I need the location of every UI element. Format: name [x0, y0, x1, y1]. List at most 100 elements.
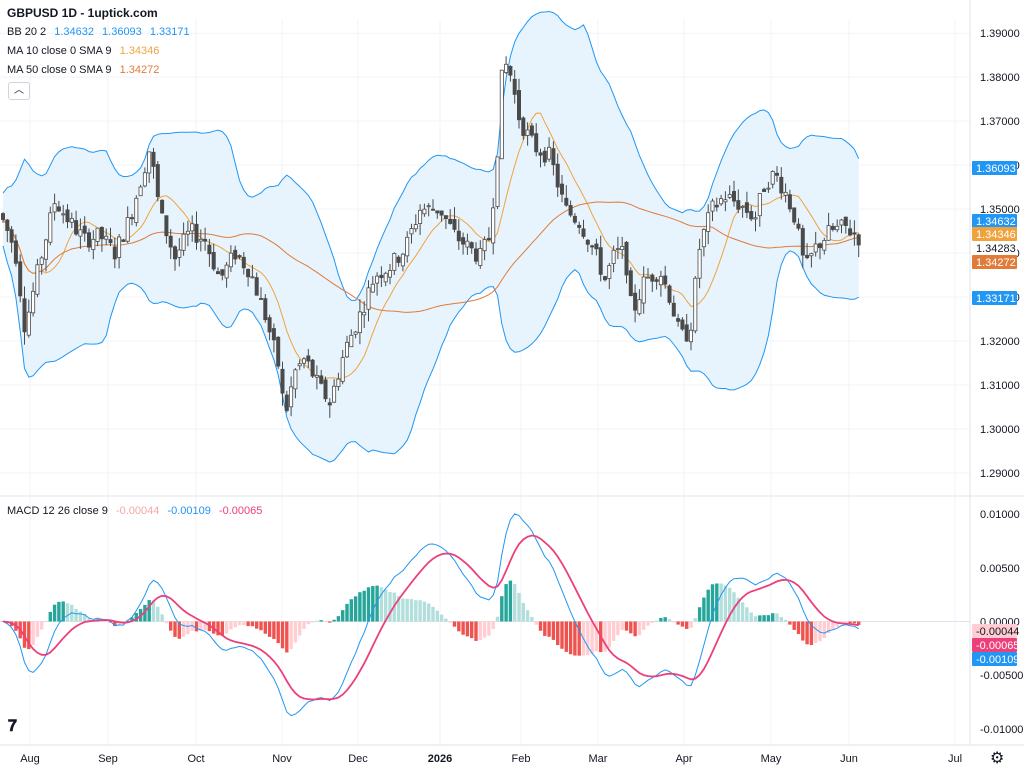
candle	[654, 277, 659, 290]
legend-macd[interactable]: MACD 12 26 close 9 -0.00044 -0.00109 -0.…	[7, 505, 267, 517]
candle	[826, 212, 831, 241]
candle-body	[723, 199, 728, 203]
candle	[13, 234, 18, 267]
candle	[370, 276, 375, 293]
candle-body	[198, 238, 203, 242]
macd-badge: -0.00065	[976, 640, 1019, 652]
price-tick-label: 1.38000	[980, 72, 1020, 84]
candle	[542, 147, 547, 167]
candle	[104, 228, 109, 246]
candle	[680, 317, 685, 331]
candle	[82, 216, 87, 242]
candle-body	[400, 253, 405, 267]
candle	[353, 330, 358, 339]
gear-icon[interactable]: ⚙	[990, 750, 1005, 767]
candle	[443, 215, 448, 230]
candle	[856, 233, 861, 258]
candle	[323, 376, 328, 402]
candle	[529, 122, 534, 138]
candle-body	[517, 90, 522, 121]
candle	[693, 276, 698, 334]
candle-body	[710, 200, 715, 212]
candle	[835, 219, 840, 233]
candle	[792, 207, 797, 225]
candle	[413, 214, 418, 233]
candle-body	[542, 150, 547, 163]
candle-body	[448, 218, 453, 224]
candle	[91, 230, 96, 260]
macd-histogram-bar	[302, 621, 306, 629]
macd-histogram-bar	[517, 592, 521, 622]
candle	[809, 252, 814, 268]
macd-histogram-bar	[457, 621, 461, 632]
macd-tick-label: -0.01000	[980, 724, 1023, 736]
macd-histogram-bar	[857, 621, 861, 625]
macd-pane	[0, 513, 970, 717]
candle-body	[284, 394, 289, 411]
legend-bb[interactable]: BB 20 2 1.34632 1.36093 1.33171	[7, 26, 195, 38]
macd-histogram-bar	[672, 621, 676, 623]
macd-histogram-bar	[143, 604, 147, 622]
candle	[723, 191, 728, 212]
candle	[327, 398, 332, 418]
macd-histogram-bar	[659, 617, 663, 622]
candle	[770, 170, 775, 189]
macd-histogram-bar	[530, 616, 534, 622]
macd-badge: -0.00044	[976, 626, 1019, 638]
candle	[289, 376, 294, 417]
candle	[486, 227, 491, 241]
candle	[757, 192, 762, 227]
candle-body	[181, 233, 186, 251]
macd-histogram-bar	[435, 610, 439, 622]
macd-histogram-bar	[323, 621, 328, 622]
candle	[719, 194, 724, 206]
macd-histogram-bar	[35, 621, 40, 637]
macd-histogram-bar	[285, 621, 289, 653]
candle	[658, 270, 663, 297]
candle-body	[215, 271, 220, 275]
candle-body	[521, 117, 526, 136]
candle	[357, 299, 362, 345]
candle	[547, 137, 552, 162]
legend-ma10[interactable]: MA 10 close 0 SMA 9 1.34346	[7, 45, 164, 57]
candle-body	[65, 209, 70, 223]
candle-body	[766, 187, 771, 190]
candle-body	[796, 223, 801, 229]
macd-histogram-bar	[560, 621, 564, 649]
macd-histogram-bar	[418, 600, 422, 622]
macd-histogram-bar	[40, 621, 44, 630]
macd-histogram-bar	[336, 616, 341, 622]
candle	[456, 219, 461, 250]
macd-badge: -0.00109	[976, 654, 1019, 666]
candle	[572, 213, 577, 225]
candle	[762, 187, 767, 192]
candle-body	[637, 299, 642, 315]
candle	[615, 236, 620, 260]
candle-body	[31, 290, 36, 314]
candle-body	[155, 164, 160, 197]
tradingview-logo-icon[interactable]: 𝟕	[8, 718, 17, 735]
candle	[775, 166, 780, 182]
macd-histogram-bar	[646, 621, 650, 626]
candle	[628, 267, 633, 297]
candle	[727, 185, 732, 200]
time-tick-label: Dec	[348, 753, 368, 765]
legend-ma50[interactable]: MA 50 close 0 SMA 9 1.34272	[7, 64, 164, 76]
macd-histogram-bar	[521, 603, 525, 622]
candle-body	[396, 256, 401, 263]
macd-histogram-bar	[611, 621, 616, 641]
candle-body	[736, 200, 741, 210]
collapse-legend-button[interactable]: ︿	[8, 82, 30, 100]
candle	[594, 238, 599, 256]
macd-line	[2, 513, 859, 717]
macd-histogram-bar	[151, 600, 156, 622]
macd-histogram-bar	[427, 603, 431, 622]
candle-body	[87, 232, 92, 248]
candle	[5, 218, 10, 243]
macd-histogram-bar	[130, 617, 134, 622]
candle-body	[207, 244, 212, 255]
candle-body	[787, 194, 792, 210]
macd-histogram-bar	[710, 584, 715, 622]
candle-body	[160, 199, 165, 214]
